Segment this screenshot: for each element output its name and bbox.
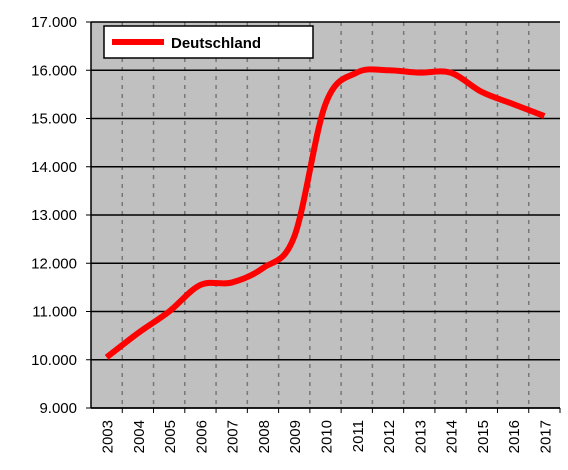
y-tick-label: 15.000 <box>31 111 77 128</box>
x-tick-label: 2009 <box>287 420 304 453</box>
x-tick-label: 2014 <box>444 420 461 453</box>
x-tick-label: 2006 <box>193 420 210 453</box>
x-tick-label: 2011 <box>350 420 367 452</box>
line-series <box>104 66 546 360</box>
y-tick-label: 11.000 <box>32 304 77 321</box>
x-tick-label: 2013 <box>412 420 429 453</box>
x-tick-label: 2003 <box>100 420 117 453</box>
y-tick-label: 9.000 <box>39 400 77 417</box>
x-tick-label: 2007 <box>225 420 242 453</box>
x-tick-label: 2008 <box>256 420 273 453</box>
y-tick-label: 13.000 <box>31 207 77 224</box>
y-tick-label: 17.000 <box>31 14 77 31</box>
legend-label: Deutschland <box>171 35 261 52</box>
x-tick-label: 2017 <box>537 420 554 453</box>
x-tick-label: 2010 <box>319 420 336 453</box>
y-tick-label: 16.000 <box>31 62 77 79</box>
y-tick-label: 10.000 <box>31 352 77 369</box>
x-tick-label: 2004 <box>131 420 148 453</box>
y-tick-label: 12.000 <box>31 255 77 272</box>
legend-box <box>103 25 314 59</box>
x-tick-label: 2016 <box>506 420 523 453</box>
x-tick-label: 2005 <box>162 420 179 453</box>
x-tick-label: 2012 <box>381 420 398 453</box>
y-tick-label: 14.000 <box>31 159 77 176</box>
x-tick-label: 2015 <box>475 420 492 453</box>
